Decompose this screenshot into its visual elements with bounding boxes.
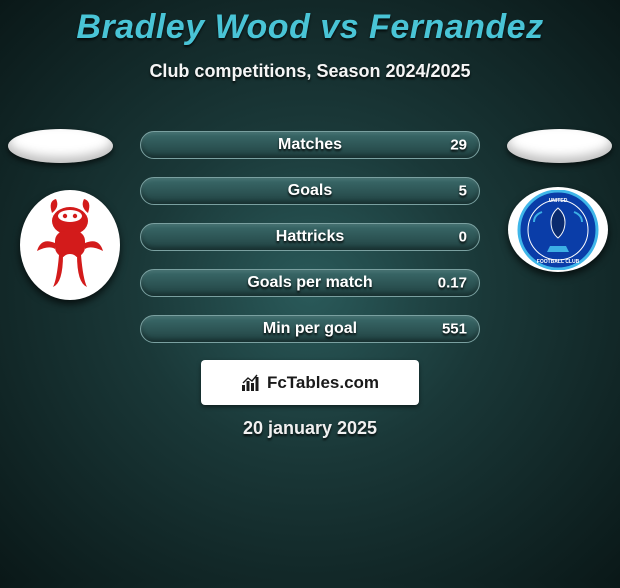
- stat-row-hattricks: Hattricks 0: [140, 223, 480, 251]
- stat-row-goals: Goals 5: [140, 177, 480, 205]
- stat-rows: Matches 29 Goals 5 Hattricks 0 Goals per…: [140, 131, 480, 361]
- page-title: Bradley Wood vs Fernandez: [0, 8, 620, 47]
- stat-row-matches: Matches 29: [140, 131, 480, 159]
- stat-value-right: 29: [450, 137, 467, 154]
- stat-value-right: 551: [442, 321, 467, 338]
- club-badge-left: [20, 190, 120, 300]
- stat-label: Goals per match: [247, 274, 372, 292]
- lincoln-imp-icon: [25, 195, 115, 295]
- brand-label: FcTables.com: [267, 373, 379, 393]
- stat-value-right: 0.17: [438, 275, 467, 292]
- player-left-platform: [8, 129, 113, 163]
- stat-label: Min per goal: [263, 320, 357, 338]
- stat-row-goals-per-match: Goals per match 0.17: [140, 269, 480, 297]
- stat-value-right: 0: [459, 229, 467, 246]
- snapshot-date: 20 january 2025: [0, 418, 620, 439]
- peterborough-crest-icon: UNITED FOOTBALL CLUB: [510, 190, 606, 270]
- stat-label: Matches: [278, 136, 342, 154]
- svg-text:UNITED: UNITED: [549, 198, 568, 204]
- brand-attribution: FcTables.com: [201, 360, 419, 405]
- stat-row-min-per-goal: Min per goal 551: [140, 315, 480, 343]
- svg-text:FOOTBALL CLUB: FOOTBALL CLUB: [537, 259, 580, 265]
- stat-label: Goals: [288, 182, 332, 200]
- stat-label: Hattricks: [276, 228, 344, 246]
- club-badge-right: UNITED FOOTBALL CLUB: [508, 187, 608, 272]
- stat-value-right: 5: [459, 183, 467, 200]
- player-right-platform: [507, 129, 612, 163]
- bar-chart-icon: [241, 374, 261, 392]
- subtitle: Club competitions, Season 2024/2025: [0, 61, 620, 82]
